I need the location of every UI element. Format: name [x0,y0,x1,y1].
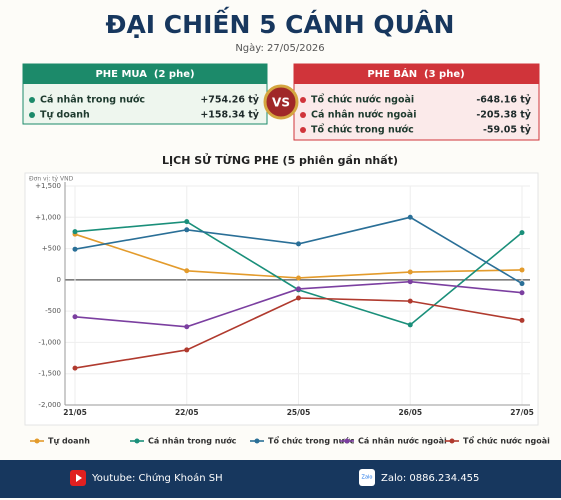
data-point [519,290,525,296]
bullet [300,112,306,118]
y-tick-label: +1,000 [35,213,61,221]
legend-label: Tổ chức nước ngoài [463,435,550,446]
row-name: Tự doanh [40,110,90,121]
footer-zalo: Zalo: 0886.234.455 [381,473,479,484]
y-tick-label: +500 [42,245,61,253]
y-tick-label: -500 [45,307,61,315]
buy-header [23,64,267,84]
data-point [519,281,525,287]
data-point [72,314,78,320]
row-name: Tổ chức nước ngoài [311,94,414,106]
data-point [72,365,78,371]
data-point [184,268,190,274]
data-point [296,241,301,247]
y-tick-label: -2,000 [38,401,61,409]
y-tick-label: -1,500 [38,370,61,378]
x-tick-label: 21/05 [63,408,87,417]
legend-dot [449,438,455,444]
data-point [407,322,413,328]
bullet [300,127,306,133]
title: ĐẠI CHIẾN 5 CÁNH QUÂN [106,6,455,39]
data-point [184,219,190,225]
data-point [519,230,525,236]
data-point [296,286,301,292]
legend-label: Cá nhân trong nước [148,436,237,446]
row-value: -648.16 tỷ [476,95,531,106]
data-point [519,267,525,273]
x-tick-label: 26/05 [398,408,422,417]
buy-title: PHE MUA (2 phe) [95,69,194,80]
row-name: Cá nhân trong nước [40,95,145,106]
bullet [29,112,35,118]
vs-text: VS [272,96,290,110]
data-point [296,275,301,281]
row-value: -205.38 tỷ [476,110,531,121]
footer-bar [0,460,561,498]
footer-youtube: Youtube: Chứng Khoán SH [91,472,223,484]
legend-dot [254,438,260,444]
sell-title: PHE BÁN (3 phe) [367,67,464,80]
sell-header [294,64,539,84]
date: Ngày: 27/05/2026 [235,42,324,54]
bullet [300,97,306,103]
chart-title: LỊCH SỬ TỪNG PHE (5 phiên gần nhất) [162,153,398,167]
row-value: +158.34 tỷ [200,110,259,121]
y-tick-label: 0 [57,276,61,284]
legend-dot [34,438,40,444]
data-point [72,246,78,252]
data-point [407,214,413,220]
data-point [184,347,190,353]
legend-label: Tự doanh [48,437,90,446]
vs-badge [263,84,299,120]
x-tick-label: 22/05 [175,408,199,417]
legend-label: Tổ chức trong nước [268,435,355,446]
data-point [184,324,190,330]
bullet [29,97,35,103]
youtube-play [76,474,82,482]
data-point [184,227,190,233]
data-point [296,295,301,301]
y-tick-label: -1,000 [38,338,61,346]
x-tick-label: 27/05 [510,408,534,417]
data-point [407,298,413,304]
legend-label: Cá nhân nước ngoài [358,436,447,446]
row-name: Cá nhân nước ngoài [311,110,416,121]
data-point [72,229,78,235]
row-value: -59.05 tỷ [483,125,532,136]
row-value: +754.26 tỷ [200,95,259,106]
chart-frame [24,172,539,426]
legend-dot [134,438,140,444]
zalo-icon-text: Zalo [362,475,373,481]
data-point [407,269,413,275]
row-name: Tổ chức trong nước [311,124,414,136]
unit-label: Đơn vị: tỷ VND [29,176,74,183]
zalo-icon [359,469,375,486]
x-tick-label: 25/05 [287,408,311,417]
data-point [519,317,525,323]
legend-dot [344,438,350,444]
y-tick-label: +1,500 [35,182,61,190]
data-point [407,279,413,285]
